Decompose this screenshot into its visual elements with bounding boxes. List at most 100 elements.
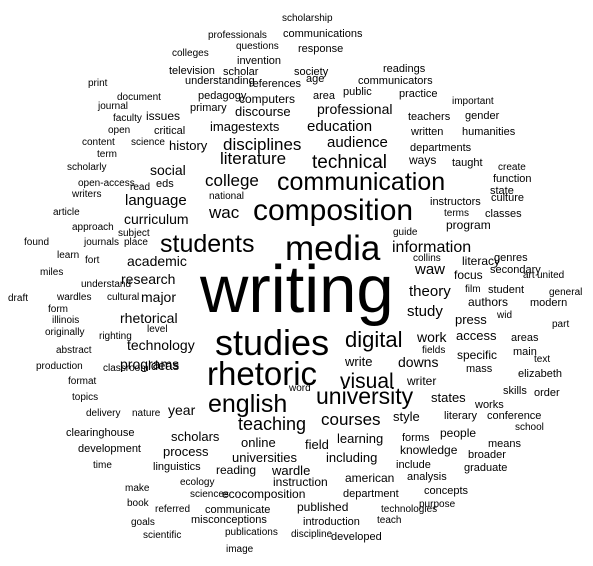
word-cloud-word: computers (239, 92, 295, 106)
word-cloud-word: approach (72, 222, 114, 233)
word-cloud-word: professionals (208, 30, 267, 41)
word-cloud-word: sciences (190, 489, 229, 500)
word-cloud-word: learn (57, 250, 79, 261)
word-cloud-word: scholar (223, 66, 259, 78)
word-cloud-word: work (416, 329, 448, 345)
word-cloud-word: studies (215, 322, 329, 363)
word-cloud-word: create (498, 162, 526, 173)
word-cloud-word: content (82, 137, 115, 148)
word-cloud-word: goals (131, 517, 155, 528)
word-cloud-word: miles (40, 267, 63, 278)
word-cloud-word: learning (337, 431, 383, 446)
word-cloud-word: areas (511, 332, 539, 344)
word-cloud-word: authors (468, 295, 508, 309)
word-cloud-word: television (169, 65, 215, 77)
word-cloud-word: academic (127, 253, 187, 269)
word-cloud-word: american (345, 471, 394, 485)
word-cloud-word: document (117, 92, 161, 103)
word-cloud-word: ideas (148, 358, 180, 373)
word-cloud-word: teaching (238, 414, 306, 434)
word-cloud-word: collins (413, 253, 441, 264)
word-cloud-word: journals (83, 237, 119, 248)
word-cloud-word: published (297, 500, 348, 514)
word-cloud-word: means (488, 438, 522, 450)
word-cloud-word: written (410, 126, 443, 138)
word-cloud-word: development (78, 443, 141, 455)
word-cloud-word: important (452, 96, 494, 107)
word-cloud-word: linguistics (153, 461, 201, 473)
word-cloud-word: people (440, 426, 476, 440)
word-cloud-word: order (534, 387, 560, 399)
word-cloud-word: time (93, 460, 112, 471)
word-cloud-word: analysis (407, 471, 447, 483)
word-cloud-word: disciplines (223, 135, 301, 154)
word-cloud-word: graduate (464, 462, 507, 474)
word-cloud-word: production (36, 361, 83, 372)
word-cloud-word: press (455, 312, 487, 327)
word-cloud-word: ecology (180, 477, 214, 488)
word-cloud-word: audience (327, 134, 388, 151)
word-cloud-word: open (108, 125, 130, 136)
word-cloud-word: modern (530, 297, 567, 309)
word-cloud-word: level (147, 324, 168, 335)
word-cloud-word: elizabeth (518, 368, 562, 380)
word-cloud-word: eds (156, 178, 174, 190)
word-cloud-word: illinois (52, 315, 79, 326)
word-cloud-word: process (163, 444, 209, 459)
word-cloud-word: communications (283, 28, 363, 40)
word-cloud-word: school (515, 422, 544, 433)
word-cloud-word: science (131, 137, 165, 148)
word-cloud-word: topics (72, 392, 98, 403)
word-cloud-word: digital (345, 327, 402, 352)
word-cloud-word: communicate (205, 504, 270, 516)
word-cloud-word: questions (236, 41, 279, 52)
word-cloud-word: discourse (235, 104, 291, 119)
word-cloud-word: originally (45, 327, 84, 338)
word-cloud-word: general (549, 287, 582, 298)
word-cloud-word: research (121, 271, 175, 287)
word-cloud-word: wac (208, 203, 240, 222)
word-cloud-word: rhetorical (120, 310, 178, 326)
word-cloud-word: field (305, 437, 329, 452)
word-cloud-word: communicators (358, 75, 433, 87)
word-cloud-word: including (326, 450, 377, 465)
word-cloud-word: art (523, 270, 535, 281)
word-cloud-word: writing (199, 252, 394, 327)
word-cloud-word: terms (444, 208, 469, 219)
word-cloud-word: united (537, 270, 564, 281)
word-cloud-word: ecocomposition (222, 487, 305, 501)
word-cloud-word: referred (155, 504, 190, 515)
word-cloud-word: righting (99, 331, 132, 342)
word-cloud-word: teachers (408, 111, 451, 123)
word-cloud-word: literacy (462, 254, 500, 268)
word-cloud-word: curriculum (124, 211, 189, 227)
word-cloud-word: format (68, 376, 97, 387)
word-cloud-word: technologies (381, 504, 437, 515)
word-cloud-word: information (392, 239, 471, 256)
word-cloud-word: guide (393, 227, 418, 238)
word-cloud-word: forms (402, 432, 430, 444)
word-cloud-word: abstract (56, 345, 92, 356)
word-cloud-word: broader (468, 449, 506, 461)
word-cloud-word: film (465, 284, 481, 295)
word-cloud-word: visual (340, 370, 394, 393)
word-cloud-word: draft (8, 293, 28, 304)
word-cloud-word: place (124, 237, 148, 248)
word-cloud-word: misconceptions (191, 514, 267, 526)
word-cloud-word: imagestexts (210, 119, 280, 134)
word-cloud-word: term (97, 149, 117, 160)
word-cloud-word: technology (127, 337, 195, 353)
word-cloud-word: introduction (303, 516, 360, 528)
word-cloud-word: area (313, 90, 336, 102)
word-cloud-word: mass (466, 363, 493, 375)
word-cloud-word: communication (277, 168, 445, 196)
word-cloud-word: scholars (171, 429, 220, 444)
word-cloud-word: developed (331, 531, 382, 543)
word-cloud-word: college (205, 171, 259, 190)
word-cloud-word: pedagogy (198, 90, 247, 102)
word-cloud-word: culture (491, 192, 524, 204)
word-cloud-word: subject (118, 228, 150, 239)
word-cloud-word: focus (454, 268, 483, 282)
